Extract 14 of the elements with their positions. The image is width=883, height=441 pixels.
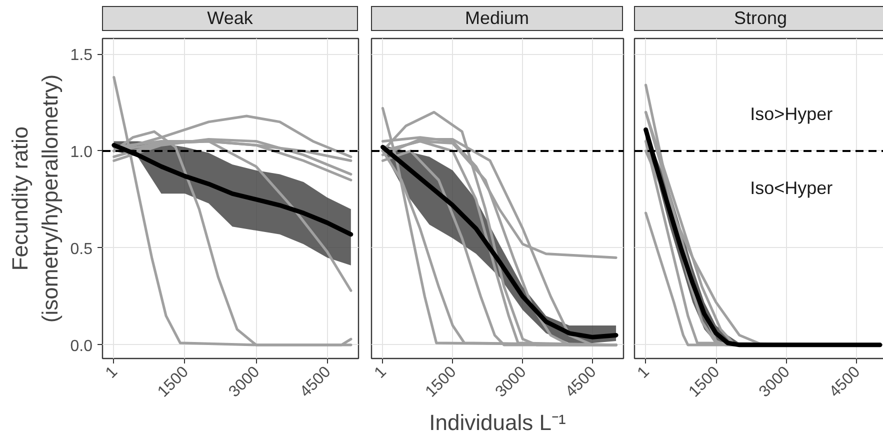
chart-title: Strong (734, 7, 788, 30)
chart-title: Medium (464, 7, 530, 30)
x-tick-label: 1 (634, 363, 653, 382)
x-axis-title: Individuals L⁻¹ (429, 410, 566, 436)
x-tick-label: 1 (372, 363, 390, 382)
y-tick-label: 0.0 (70, 338, 93, 355)
chart-title: Weak (207, 7, 253, 30)
annotation: Iso<Hyper (750, 178, 833, 198)
x-tick-label: 1 (102, 363, 122, 382)
annotation: Iso>Hyper (750, 104, 833, 124)
y-tick-label: 0.5 (70, 240, 93, 258)
y-tick-label: 1.5 (70, 47, 93, 64)
y-axis-title: Fecundity ratio (isometry/hyperallometry) (7, 74, 62, 323)
y-tick-label: 1.0 (70, 144, 93, 161)
